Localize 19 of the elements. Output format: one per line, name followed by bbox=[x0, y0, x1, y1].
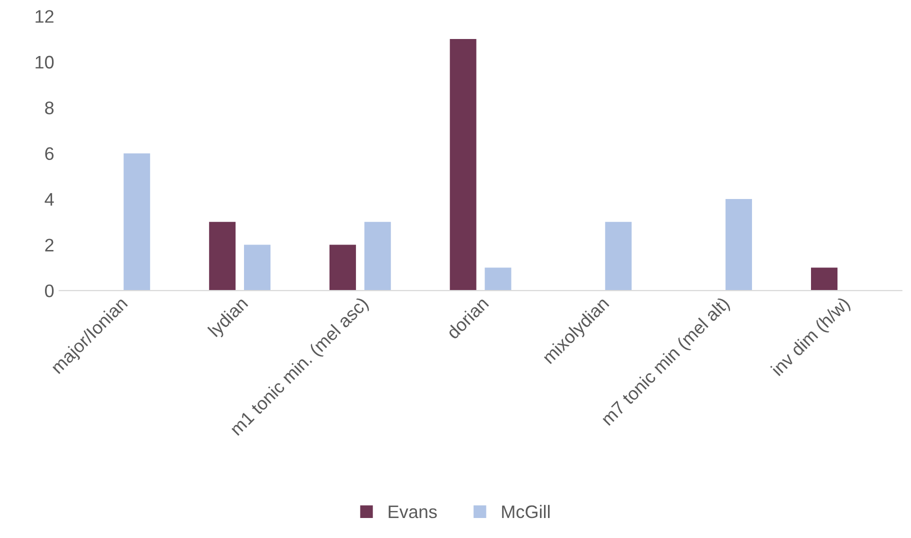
legend-label: McGill bbox=[502, 504, 550, 518]
bar bbox=[726, 199, 752, 291]
y-tick-label: 4 bbox=[44, 193, 54, 206]
bar bbox=[329, 244, 356, 291]
y-tick-label: 6 bbox=[45, 147, 54, 160]
legend-label: Evans bbox=[388, 506, 437, 518]
y-tick-label: 8 bbox=[45, 102, 54, 114]
bar bbox=[209, 222, 236, 291]
bar bbox=[484, 268, 512, 291]
bar bbox=[450, 39, 476, 291]
y-tick-label: 0 bbox=[45, 284, 54, 298]
bar bbox=[364, 222, 391, 291]
bar bbox=[811, 268, 838, 291]
y-tick-label: 2 bbox=[45, 238, 54, 252]
y-tick-label: 12 bbox=[36, 10, 54, 23]
bar bbox=[124, 153, 150, 291]
bar bbox=[605, 222, 632, 291]
y-tick-label: 10 bbox=[36, 56, 54, 69]
bar bbox=[244, 244, 270, 291]
